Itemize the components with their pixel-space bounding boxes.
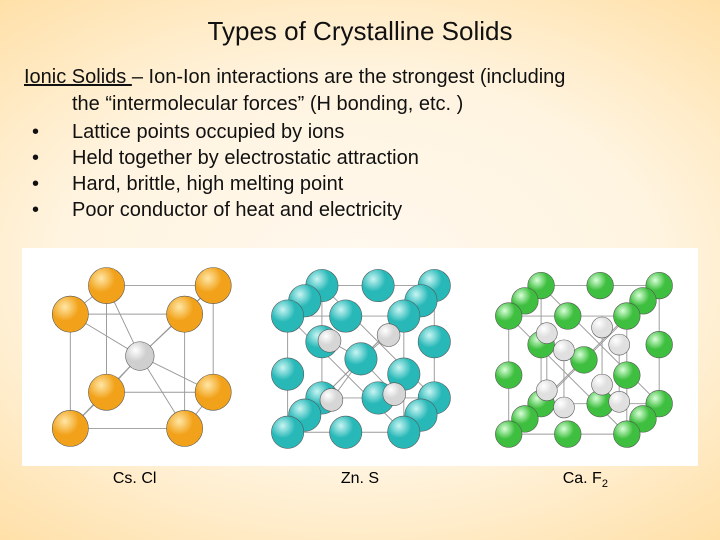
bullet-list: •Lattice points occupied by ions •Held t…	[28, 119, 696, 223]
bullet-item: •Held together by electrostatic attracti…	[28, 145, 696, 171]
caption-row: Cs. Cl Zn. S Ca. F2	[22, 470, 698, 490]
caption-zns: Zn. S	[255, 470, 465, 490]
bullet-item: •Poor conductor of heat and electricity	[28, 197, 696, 223]
diagram-strip	[22, 248, 698, 466]
diagram-caf2	[478, 257, 688, 457]
lead-rest: – Ion-Ion interactions are the strongest…	[132, 66, 566, 88]
caption-cscl: Cs. Cl	[30, 470, 240, 490]
bullet-item: •Lattice points occupied by ions	[28, 119, 696, 145]
page-title: Types of Crystalline Solids	[24, 16, 696, 47]
lead-term: Ionic Solids	[24, 66, 132, 88]
lead-line-2: the “intermolecular forces” (H bonding, …	[72, 92, 696, 117]
bullet-item: •Hard, brittle, high melting point	[28, 171, 696, 197]
diagram-cscl	[32, 257, 242, 457]
lead-line-1: Ionic Solids – Ion-Ion interactions are …	[24, 65, 696, 90]
diagram-zns	[255, 257, 465, 457]
caption-caf2: Ca. F2	[480, 470, 690, 490]
